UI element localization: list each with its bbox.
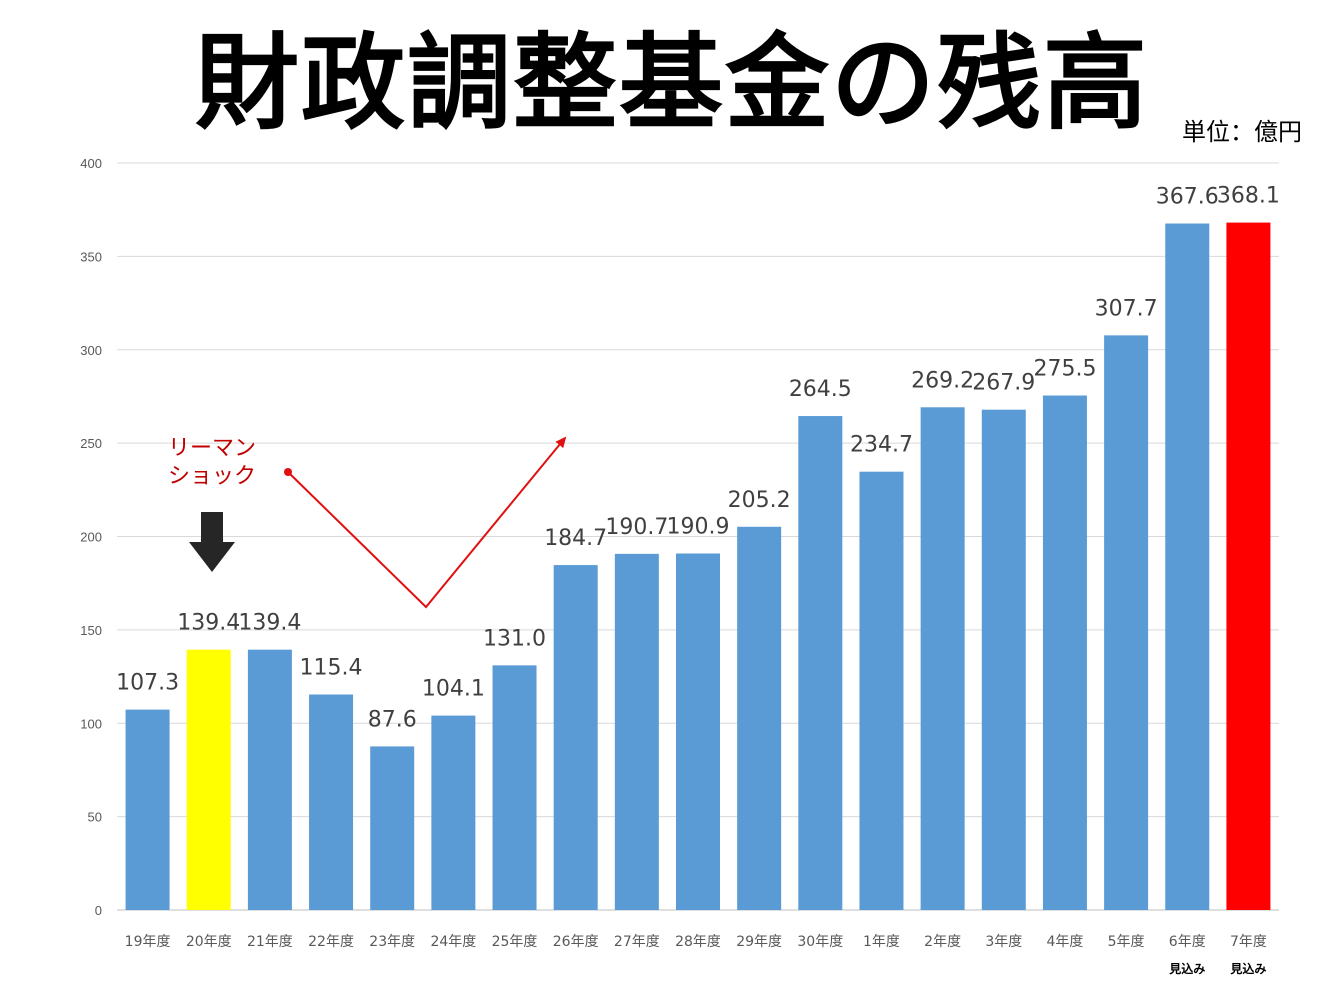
x-tick-label: 28年度	[675, 934, 721, 950]
x-tick-label: 2年度	[924, 934, 961, 950]
data-labels: 107.3139.4139.4115.487.6104.1131.0184.71…	[116, 184, 1280, 733]
page-title: 財政調整基金の残高	[194, 22, 1149, 144]
data-label: 264.5	[789, 377, 852, 402]
x-tick-label: 6年度	[1169, 934, 1206, 950]
bar	[798, 416, 843, 910]
bar	[614, 553, 659, 910]
y-tick-label: 50	[88, 810, 102, 825]
bar	[1226, 222, 1271, 911]
x-tick-label: 1年度	[863, 934, 900, 950]
down-arrow-icon	[189, 512, 235, 572]
data-label: 104.1	[422, 677, 485, 702]
bar	[981, 409, 1026, 910]
bar	[186, 649, 231, 910]
x-tick-label: 24年度	[430, 934, 476, 950]
v-shaped-trend-arrow-icon	[284, 436, 567, 609]
x-tick-label: 29年度	[736, 934, 782, 950]
annotation-lehman-shock: リーマン ショック	[168, 436, 567, 609]
bar	[370, 746, 415, 910]
x-tick-label: 7年度	[1230, 934, 1267, 950]
data-label: 190.9	[667, 514, 730, 539]
bar	[1042, 395, 1087, 910]
bar	[309, 694, 354, 910]
annotation-line-2: ショック	[168, 464, 256, 489]
y-tick-label: 150	[80, 623, 102, 638]
x-tick-label: 21年度	[247, 934, 293, 950]
y-tick-label: 100	[80, 716, 102, 731]
data-label: 139.4	[177, 611, 240, 636]
bar	[125, 709, 170, 910]
x-tick-label: 5年度	[1108, 934, 1145, 950]
x-tick-label: 27年度	[614, 934, 660, 950]
data-label: 307.7	[1095, 296, 1158, 321]
x-tick-sublabel: 見込み	[1229, 961, 1266, 976]
data-label: 139.4	[238, 611, 301, 636]
bar-series	[125, 222, 1271, 911]
y-tick-label: 0	[95, 903, 102, 918]
x-tick-label: 20年度	[186, 934, 232, 950]
bar	[859, 471, 904, 910]
annotation-line-1: リーマン	[168, 436, 256, 461]
x-tick-label: 22年度	[308, 934, 354, 950]
bar	[492, 665, 537, 910]
bar	[737, 526, 782, 910]
y-tick-label: 200	[80, 530, 102, 545]
data-label: 190.7	[605, 515, 668, 540]
x-tick-label: 30年度	[797, 934, 843, 950]
y-axis-tick-labels: 0 50 100 150 200 250 300 350 400	[80, 156, 102, 918]
x-tick-label: 19年度	[125, 934, 171, 950]
bar	[1165, 223, 1210, 910]
x-tick-label: 4年度	[1046, 934, 1083, 950]
x-tick-label: 3年度	[985, 934, 1022, 950]
data-label: 368.1	[1217, 184, 1280, 209]
bar	[247, 649, 292, 910]
y-tick-label: 400	[80, 156, 102, 171]
data-label: 367.6	[1156, 185, 1219, 210]
unit-label: 単位：億円	[1182, 118, 1302, 146]
bar	[676, 553, 720, 910]
bar	[431, 715, 476, 910]
y-tick-label: 350	[80, 249, 102, 264]
x-axis-tick-labels: 19年度 20年度 21年度 22年度 23年度 24年度 25年度 26年度 27年度 28年度…	[125, 934, 1267, 976]
data-label: 107.3	[116, 671, 179, 696]
data-label: 275.5	[1033, 357, 1096, 382]
y-tick-label: 300	[80, 343, 102, 358]
data-label: 267.9	[972, 371, 1035, 396]
bar	[553, 565, 598, 910]
data-label: 115.4	[300, 655, 363, 680]
x-tick-label: 25年度	[492, 934, 538, 950]
data-label: 234.7	[850, 433, 913, 458]
x-tick-label: 23年度	[369, 934, 415, 950]
bar	[1104, 335, 1149, 910]
data-label: 87.6	[368, 707, 417, 732]
data-label: 205.2	[728, 488, 791, 513]
bar	[920, 407, 965, 910]
data-label: 184.7	[544, 526, 607, 551]
data-label: 131.0	[483, 626, 546, 651]
x-tick-sublabel: 見込み	[1168, 961, 1205, 976]
data-label: 269.2	[911, 368, 974, 393]
y-tick-label: 250	[80, 436, 102, 451]
x-tick-label: 26年度	[553, 934, 599, 950]
